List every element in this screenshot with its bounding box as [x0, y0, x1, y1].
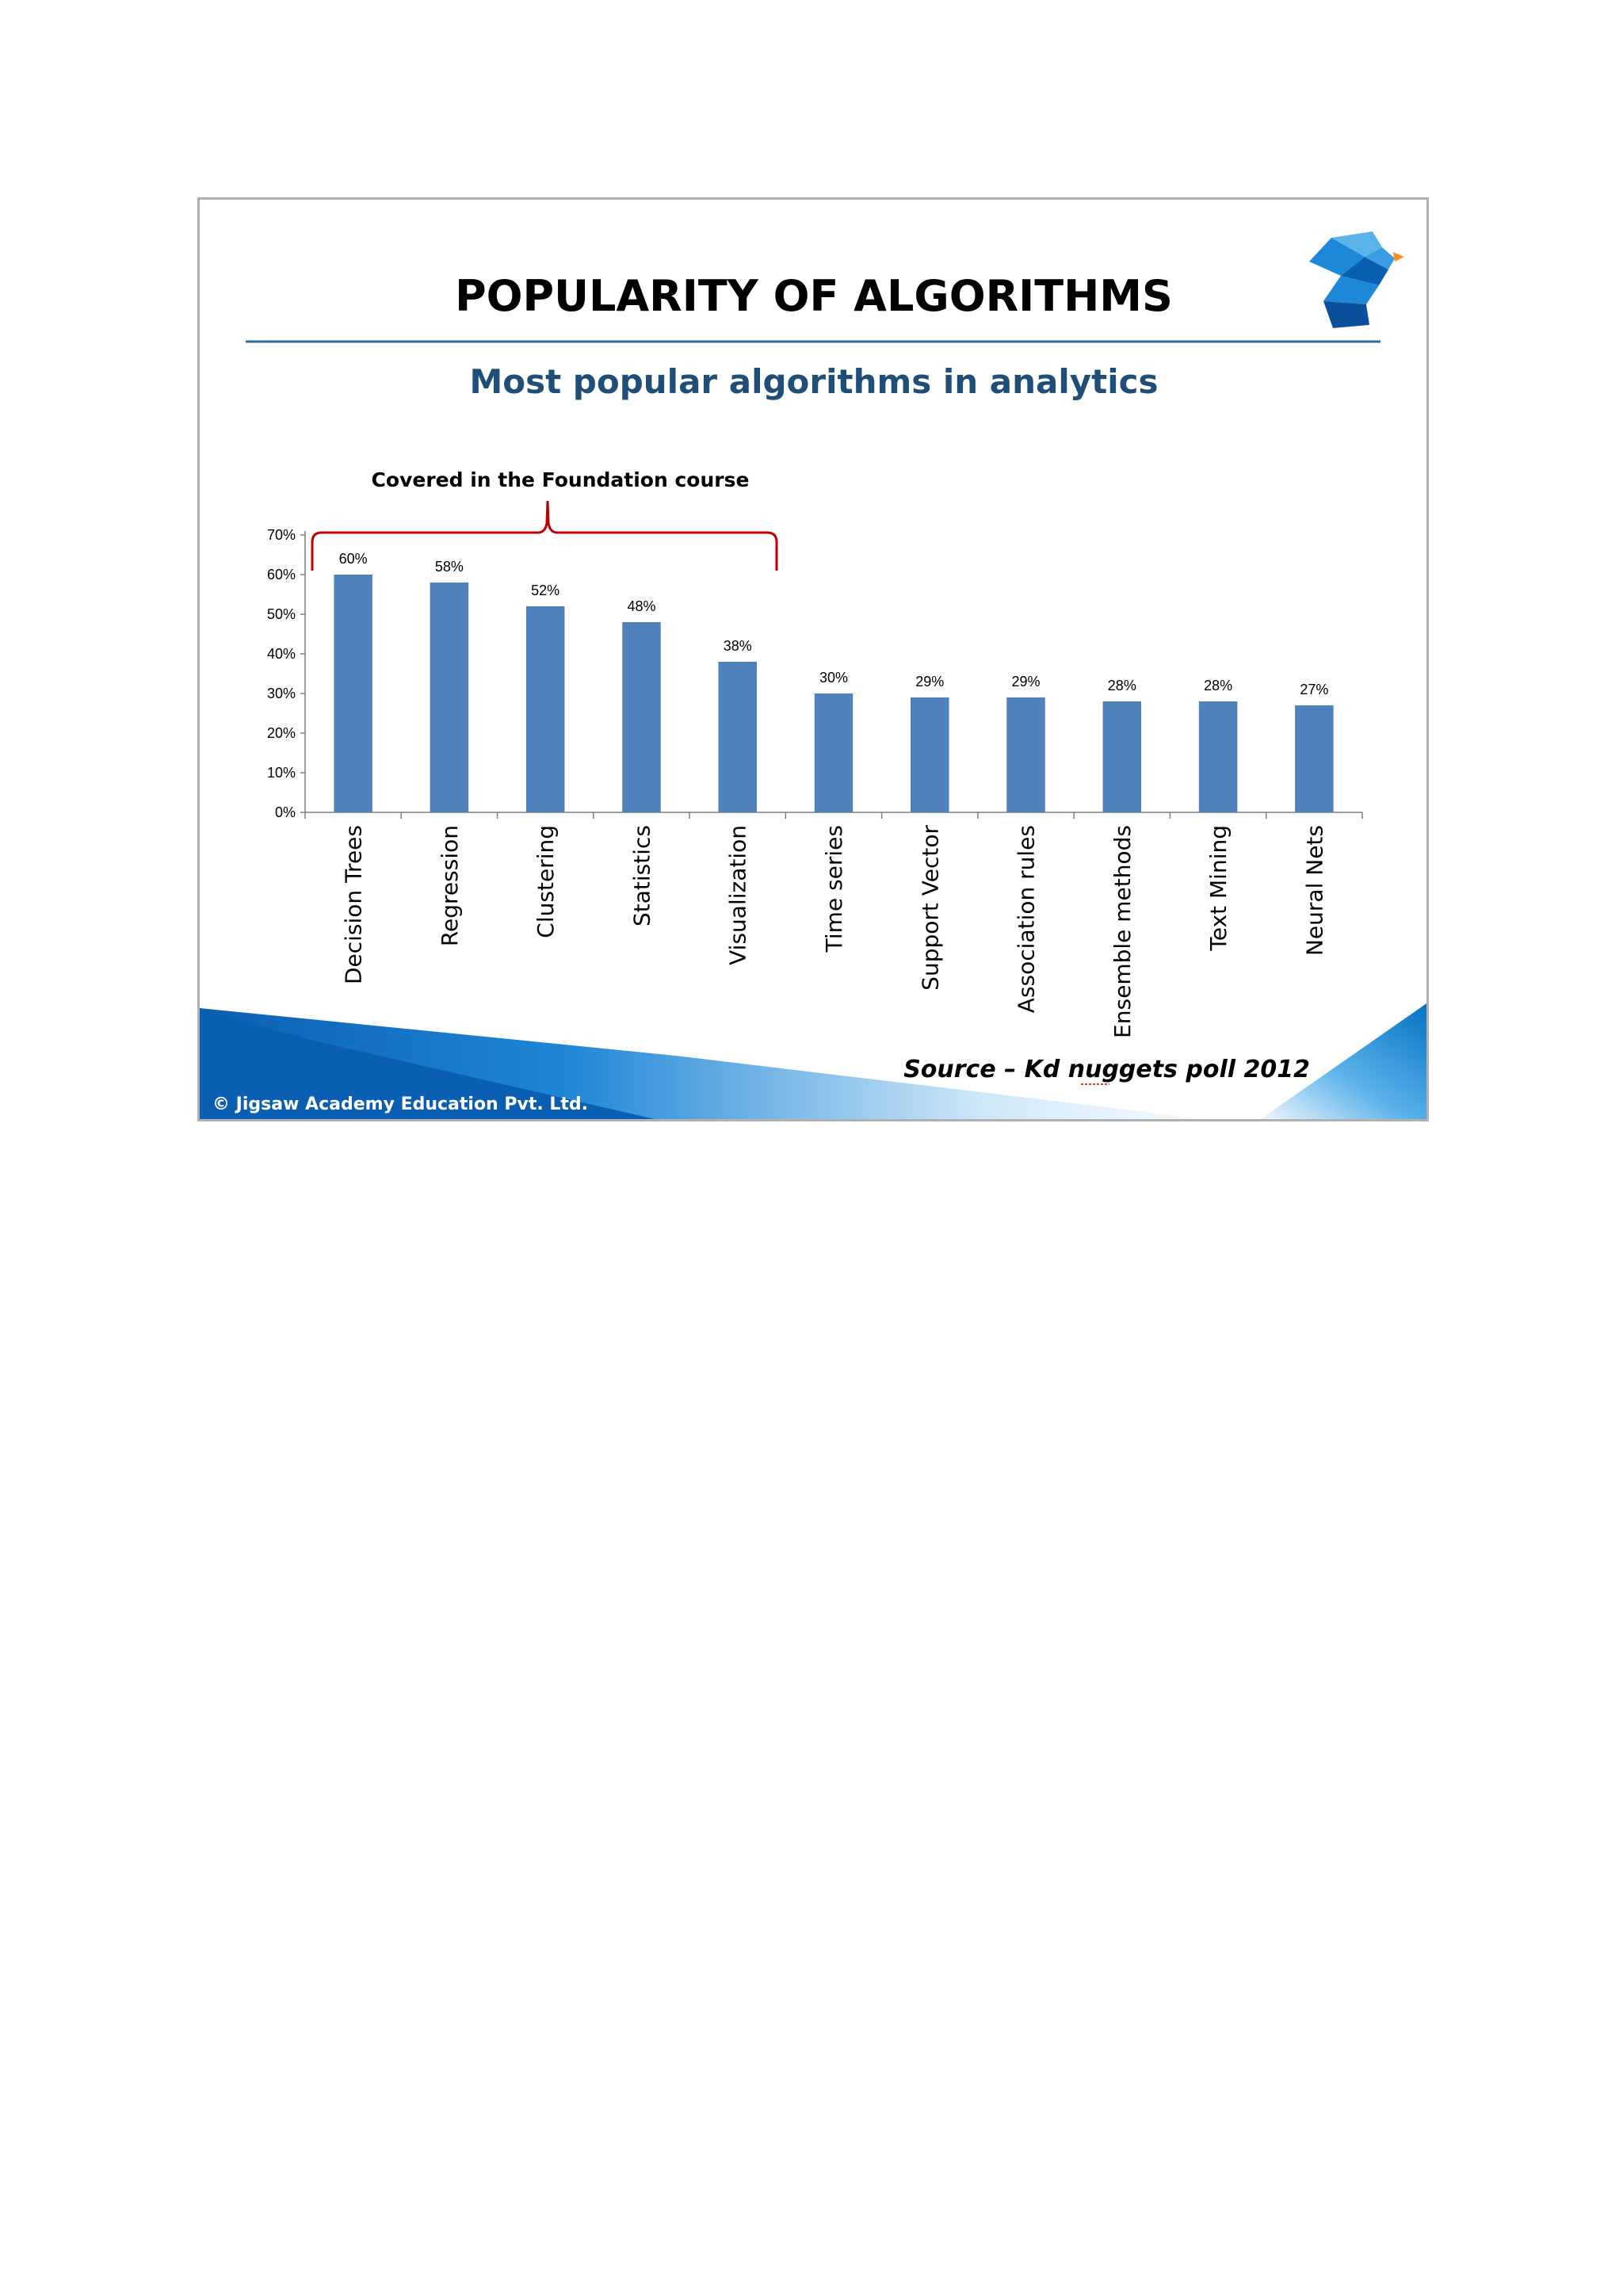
x-category-label: Decision Trees — [341, 825, 367, 984]
data-label: 60% — [339, 551, 368, 567]
y-tick-label: 0% — [275, 804, 296, 820]
chart-svg: POPULARITY OF ALGORITHMS Most popular al… — [200, 231, 1426, 1119]
x-category-label: Statistics — [628, 825, 655, 926]
y-tick-label: 70% — [267, 527, 296, 543]
data-label: 58% — [435, 559, 464, 575]
bar-association-rules — [1006, 697, 1045, 812]
x-category-label: Time series — [821, 825, 847, 953]
head-profile-icon — [1309, 231, 1404, 328]
y-tick-label: 40% — [267, 646, 296, 662]
bar-visualization — [718, 662, 757, 812]
footer-corner — [1260, 1003, 1426, 1119]
y-tick-label: 30% — [267, 686, 296, 701]
x-category-label: Ensemble methods — [1109, 825, 1136, 1038]
y-tick-label: 10% — [267, 765, 296, 781]
bar-decision-trees — [334, 575, 372, 812]
y-ticks: 0% 10% 20% 30% 40% 50% 60% 70% — [267, 527, 1363, 820]
y-tick-label: 20% — [267, 725, 296, 741]
source-note: Source – Kd nuggets poll 2012 — [903, 1056, 1310, 1083]
bar-support-vector — [911, 697, 949, 812]
data-label: 28% — [1204, 678, 1232, 693]
x-category-label: Regression — [437, 825, 463, 946]
x-category-label: Visualization — [725, 825, 751, 965]
x-category-label: Support Vector — [917, 825, 943, 991]
y-tick-label: 50% — [267, 606, 296, 622]
bracket-label: Covered in the Foundation course — [372, 468, 750, 491]
data-label: 29% — [915, 674, 944, 690]
footer-band-dark — [200, 1008, 655, 1119]
data-label: 27% — [1300, 682, 1328, 697]
slide-title: POPULARITY OF ALGORITHMS — [455, 271, 1173, 321]
data-labels: 60% 58% 52% 48% 38% 30% 29% 29% 28% 28% 27% — [339, 551, 1329, 697]
bar-ensemble-methods — [1102, 701, 1142, 812]
data-label: 30% — [819, 670, 848, 686]
data-label: 38% — [724, 638, 752, 654]
bars — [334, 575, 1334, 812]
x-category-label: Association rules — [1014, 825, 1040, 1013]
data-label: 29% — [1012, 674, 1041, 690]
bar-neural-nets — [1295, 705, 1334, 812]
data-label: 28% — [1108, 678, 1136, 693]
slide-subtitle: Most popular algorithms in analytics — [469, 362, 1158, 401]
x-category-label: Neural Nets — [1301, 825, 1327, 956]
x-category-labels: Decision Trees Regression Clustering Statis… — [341, 825, 1328, 1038]
bar-time-series — [814, 693, 854, 812]
foundation-bracket — [311, 500, 778, 571]
data-label: 52% — [531, 583, 559, 598]
slide: POPULARITY OF ALGORITHMS Most popular al… — [197, 197, 1429, 1121]
copyright-note: © Jigsaw Academy Education Pvt. Ltd. — [212, 1095, 588, 1114]
x-category-label: Clustering — [533, 825, 559, 938]
bar-regression — [430, 583, 469, 812]
bar-clustering — [525, 606, 565, 812]
y-tick-label: 60% — [267, 567, 296, 583]
bar-statistics — [622, 622, 661, 812]
bar-text-mining — [1198, 701, 1238, 812]
data-label: 48% — [627, 598, 655, 614]
x-category-label: Text Mining — [1205, 825, 1232, 952]
